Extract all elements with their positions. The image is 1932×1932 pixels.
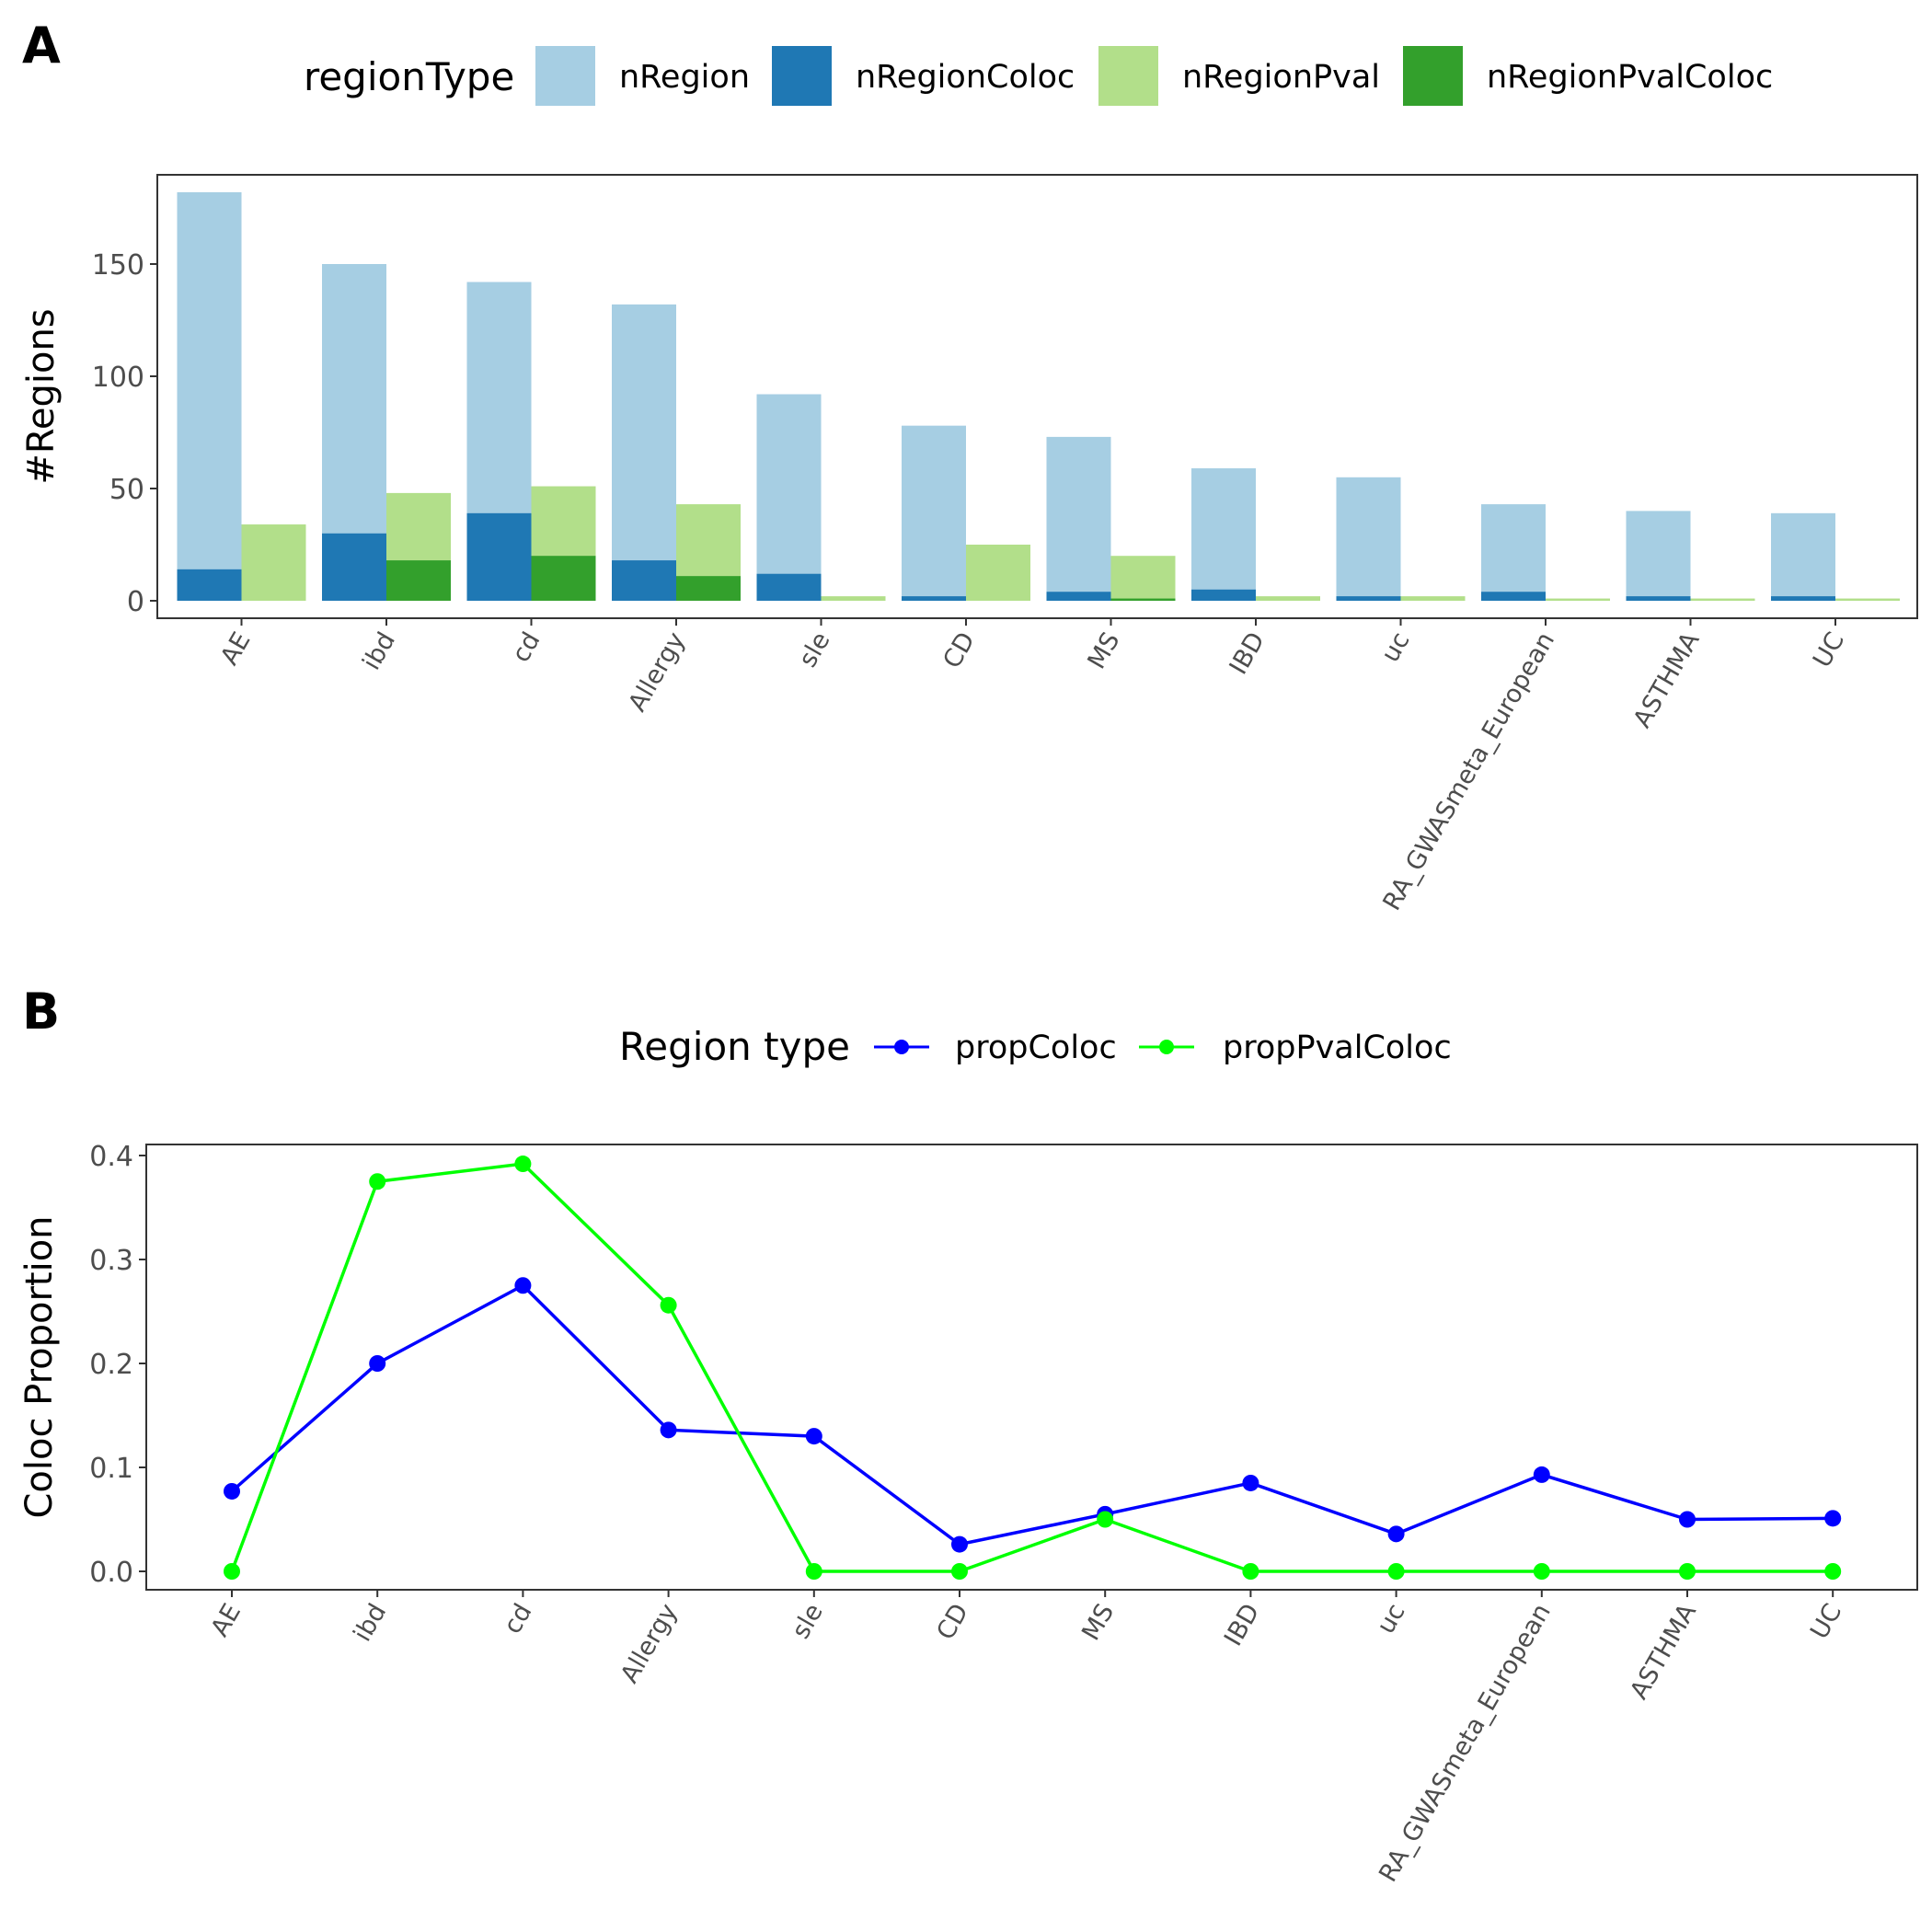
legend-title-a: regionType	[304, 54, 514, 99]
legend-key-nRegion	[535, 46, 595, 106]
y-tick-label-a: 50	[109, 474, 144, 506]
y-tick-label-b: 0.0	[89, 1557, 133, 1589]
point-propColoc-Allergy	[660, 1421, 677, 1439]
legend-label-nRegionColoc: nRegionColoc	[856, 59, 1075, 96]
bar-nRegion-AE	[177, 191, 242, 602]
point-propPvalColoc-UC	[1824, 1563, 1842, 1580]
y-tick-label-b: 0.4	[89, 1141, 133, 1173]
legend-label-nRegion: nRegion	[619, 59, 750, 96]
bar-nRegion-ASTHMA	[1626, 511, 1691, 601]
point-propPvalColoc-AE	[224, 1563, 240, 1580]
point-propColoc-ibd	[369, 1355, 386, 1372]
point-propPvalColoc-Allergy	[660, 1296, 677, 1314]
bar-nRegionColoc-CD	[902, 596, 966, 601]
legend-marker-propColoc	[894, 1040, 909, 1054]
bar-nRegionColoc-ibd	[322, 533, 386, 601]
bar-nRegionColoc-ASTHMA	[1626, 596, 1691, 601]
bar-nRegionPval-UC	[1835, 598, 1900, 601]
legend-key-nRegionColoc	[772, 46, 832, 106]
point-propPvalColoc-CD	[951, 1563, 968, 1580]
bar-nRegionPval-uc	[1400, 596, 1466, 601]
bar-nRegionPval-CD	[966, 545, 1030, 601]
bar-nRegionPvalColoc-MS	[1110, 598, 1176, 601]
bar-nRegionPval-ASTHMA	[1690, 598, 1755, 601]
point-propColoc-cd	[514, 1277, 532, 1294]
y-tick-label-a: 100	[92, 362, 144, 394]
bar-nRegionColoc-UC	[1771, 596, 1835, 601]
point-propColoc-UC	[1824, 1510, 1842, 1527]
panel-label-b: B	[22, 983, 60, 1041]
legend-key-nRegionPvalColoc	[1403, 46, 1463, 106]
bar-nRegionPvalColoc-ibd	[386, 560, 451, 601]
bar-nRegion-sle	[756, 394, 822, 601]
point-propPvalColoc-ASTHMA	[1679, 1563, 1696, 1580]
bar-nRegion-Allergy	[612, 304, 676, 601]
point-propPvalColoc-MS	[1097, 1511, 1114, 1528]
y-tick-label-b: 0.3	[89, 1245, 133, 1277]
bar-nRegion-RA_GWASmeta_European	[1481, 504, 1546, 601]
bar-nRegionPval-AE	[241, 524, 306, 601]
legend-label-propColoc: propColoc	[955, 1029, 1117, 1066]
panel-label-a: A	[22, 17, 61, 75]
legend-label-nRegionPval: nRegionPval	[1182, 59, 1380, 96]
y-tick-label-a: 0	[127, 586, 144, 618]
plot-frame-b	[145, 1144, 1918, 1591]
point-propPvalColoc-ibd	[369, 1173, 386, 1190]
bar-nRegionPval-MS	[1110, 556, 1176, 601]
bar-nRegionColoc-AE	[177, 569, 242, 601]
bar-nRegion-CD	[902, 425, 966, 601]
y-axis-title-a: #Regions	[20, 308, 63, 484]
point-propPvalColoc-uc	[1387, 1563, 1405, 1580]
point-propPvalColoc-IBD	[1242, 1563, 1259, 1580]
bar-nRegionPval-RA_GWASmeta_European	[1546, 598, 1610, 601]
y-tick-label-a: 150	[92, 249, 144, 282]
bar-nRegionColoc-RA_GWASmeta_European	[1481, 592, 1546, 601]
bar-nRegionColoc-IBD	[1191, 589, 1256, 601]
bar-nRegionColoc-Allergy	[612, 560, 676, 601]
point-propPvalColoc-RA_GWASmeta_European	[1533, 1563, 1550, 1580]
bar-nRegion-IBD	[1191, 468, 1256, 601]
legend-label-nRegionPvalColoc: nRegionPvalColoc	[1487, 59, 1773, 96]
y-tick-label-b: 0.2	[89, 1349, 133, 1381]
point-propColoc-CD	[951, 1535, 968, 1553]
point-propColoc-sle	[805, 1428, 822, 1445]
y-axis-title-b: Coloc Proportion	[18, 1215, 61, 1518]
point-propColoc-RA_GWASmeta_European	[1533, 1466, 1550, 1483]
bar-nRegionColoc-cd	[466, 512, 532, 601]
point-propColoc-AE	[224, 1482, 240, 1500]
bar-nRegionPvalColoc-cd	[531, 556, 596, 601]
legend-title-b: Region type	[619, 1024, 850, 1069]
bar-nRegion-UC	[1771, 512, 1835, 601]
line-propColoc	[230, 1283, 1834, 1547]
point-propPvalColoc-sle	[805, 1563, 822, 1580]
point-propColoc-uc	[1387, 1525, 1405, 1543]
legend-key-nRegionPval	[1098, 46, 1158, 106]
legend-marker-propPvalColoc	[1159, 1040, 1174, 1054]
plot-frame-a	[156, 174, 1918, 619]
legend-label-propPvalColoc: propPvalColoc	[1223, 1029, 1452, 1066]
bar-nRegionPvalColoc-Allergy	[676, 576, 741, 601]
point-propColoc-IBD	[1242, 1474, 1259, 1491]
line-propPvalColoc	[230, 1162, 1834, 1573]
y-tick-label-b: 0.1	[89, 1453, 133, 1485]
bar-nRegionColoc-MS	[1046, 592, 1111, 601]
bar-nRegion-uc	[1336, 477, 1401, 601]
bar-nRegionColoc-uc	[1336, 596, 1401, 601]
bar-nRegionColoc-sle	[756, 573, 822, 601]
point-propColoc-ASTHMA	[1679, 1511, 1696, 1528]
bar-nRegionPval-IBD	[1256, 596, 1320, 601]
bar-nRegion-MS	[1046, 436, 1111, 601]
bar-nRegionPval-sle	[821, 596, 886, 601]
point-propPvalColoc-cd	[514, 1156, 532, 1173]
